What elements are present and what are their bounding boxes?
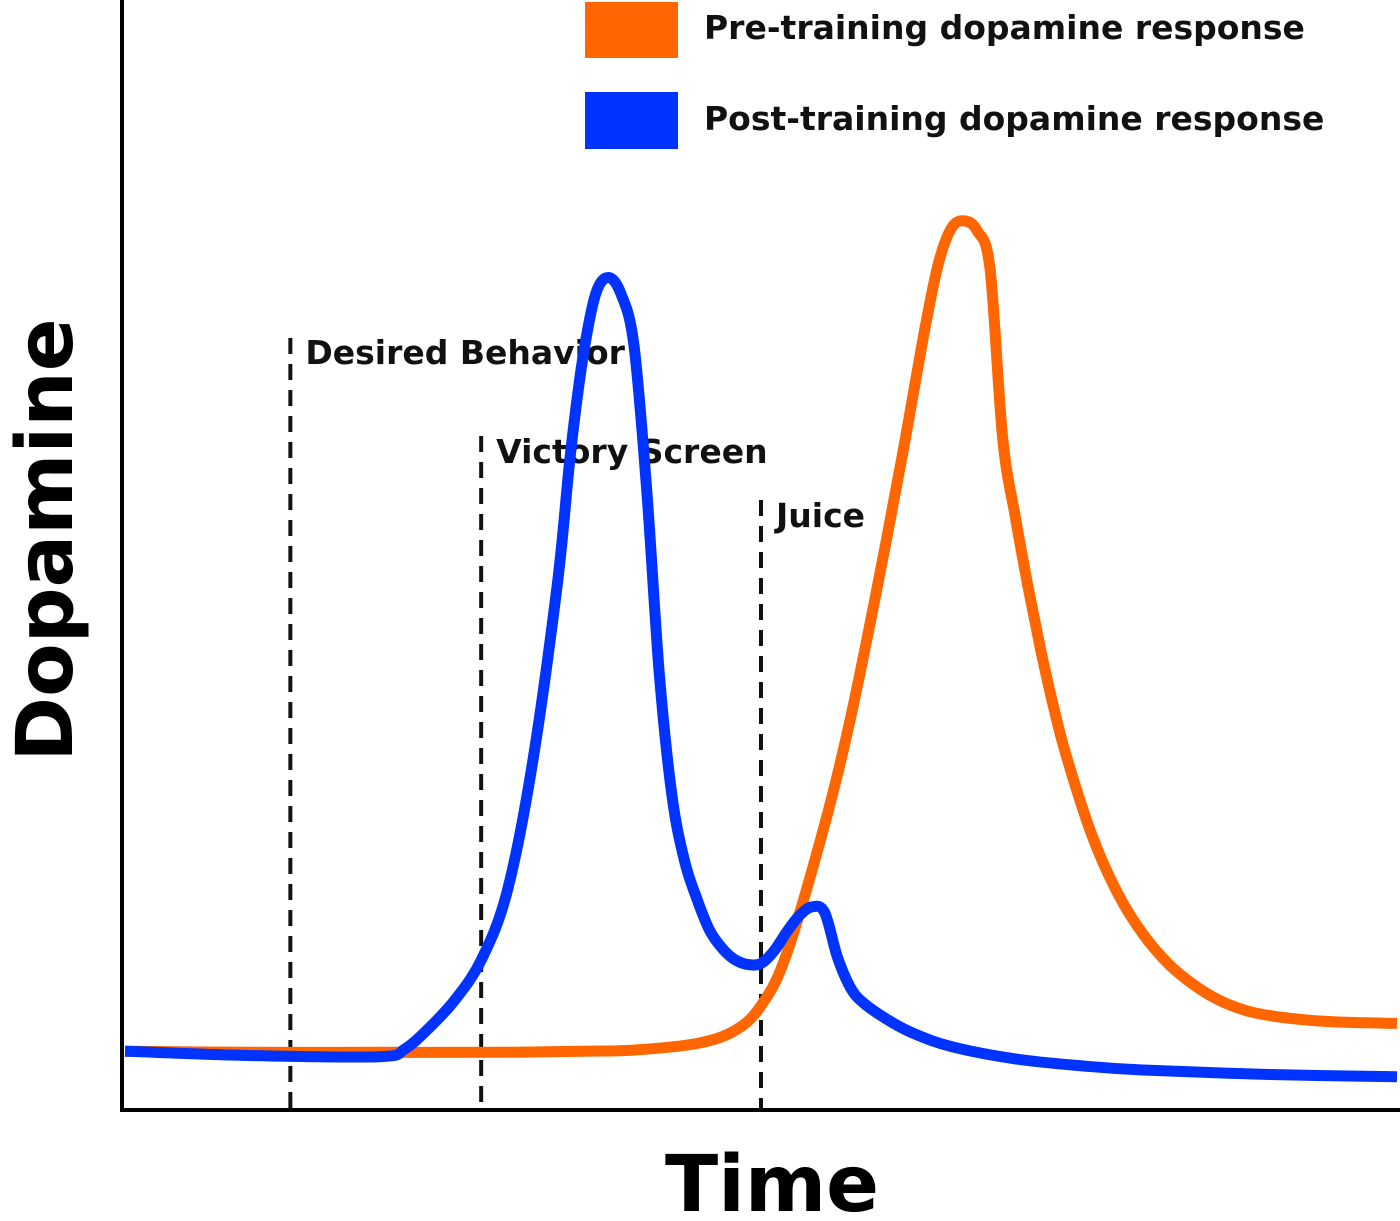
- series-group: [124, 215, 1398, 1083]
- legend-label-pre-training: Pre-training dopamine response: [704, 8, 1305, 47]
- series-line-pre-training: [124, 215, 1398, 1058]
- marker-label-1: Desired Behavior: [305, 333, 625, 372]
- series-line-post-training: [124, 272, 1398, 1083]
- legend-swatch-post-training: [585, 92, 678, 149]
- marker-label-2: Victory Screen: [496, 432, 767, 471]
- legend-label-post-training: Post-training dopamine response: [704, 99, 1324, 138]
- legend: Pre-training dopamine response Post-trai…: [585, 2, 1324, 149]
- y-axis-title: Dopamine: [1, 318, 91, 761]
- x-axis-title: Time: [665, 1140, 879, 1221]
- legend-swatch-pre-training: [585, 2, 678, 58]
- marker-label-3: Juice: [774, 496, 865, 535]
